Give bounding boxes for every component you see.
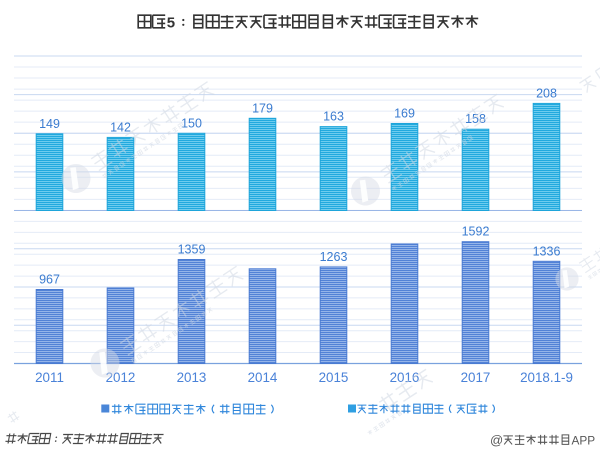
svg-text:1359: 1359 — [178, 243, 206, 257]
svg-text:2014: 2014 — [248, 370, 278, 385]
svg-text:967: 967 — [39, 273, 60, 287]
svg-text:2016: 2016 — [390, 370, 420, 385]
svg-text:149: 149 — [39, 117, 60, 131]
svg-text:5: 5 — [167, 15, 175, 32]
svg-text:163: 163 — [323, 110, 344, 124]
svg-text:2012: 2012 — [106, 370, 136, 385]
svg-text:@: @ — [490, 433, 503, 448]
svg-text:208: 208 — [536, 86, 557, 100]
svg-text:2015: 2015 — [319, 370, 349, 385]
svg-text:2011: 2011 — [35, 370, 64, 385]
svg-text:179: 179 — [252, 101, 273, 115]
svg-text:150: 150 — [181, 116, 202, 130]
svg-text:1592: 1592 — [462, 225, 490, 239]
svg-text:1336: 1336 — [533, 244, 561, 258]
svg-text:APP: APP — [572, 434, 596, 448]
svg-text:2013: 2013 — [177, 370, 207, 385]
svg-text:169: 169 — [394, 107, 415, 121]
svg-text:142: 142 — [110, 120, 131, 134]
svg-text:1263: 1263 — [320, 250, 348, 264]
svg-text:2017: 2017 — [461, 370, 491, 385]
svg-text:2018.1-9: 2018.1-9 — [520, 370, 573, 385]
